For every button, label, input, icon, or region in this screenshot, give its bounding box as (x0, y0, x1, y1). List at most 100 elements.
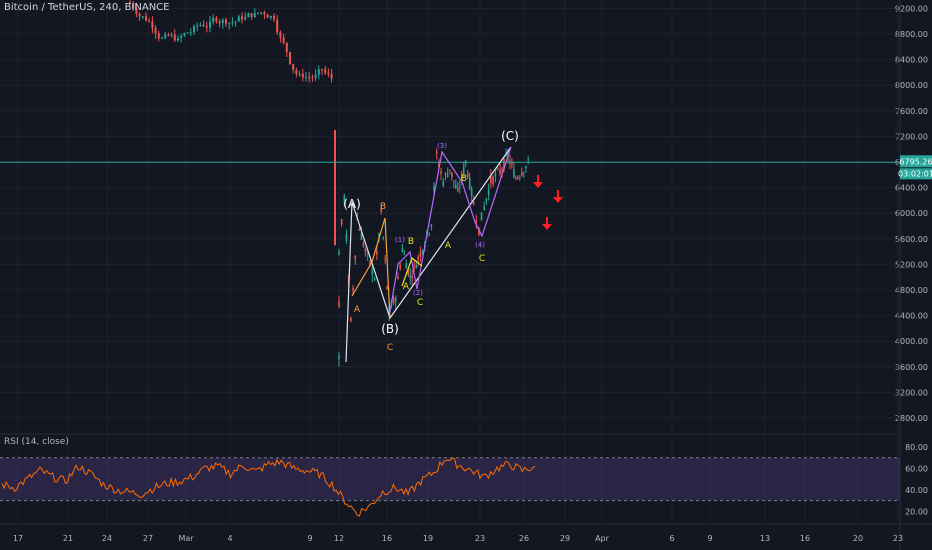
candle-body (475, 220, 478, 223)
rsi-line (1, 457, 536, 517)
candle-body (386, 286, 388, 289)
candle-body (397, 276, 399, 280)
candle-body (253, 13, 256, 18)
candle-body (446, 173, 449, 178)
rsi-tick-label: 80.00 (905, 443, 928, 452)
time-tick-label: 29 (560, 534, 570, 543)
wave-yellow-line (401, 257, 423, 287)
candle-body (282, 37, 285, 43)
candle-body (358, 228, 361, 231)
candle-body (279, 32, 282, 38)
candle-body (376, 251, 378, 255)
candle-body (360, 232, 363, 240)
last-price-text: 6795.26 (899, 157, 932, 166)
candle-body (317, 69, 320, 75)
candle-body (527, 158, 529, 161)
candle-body (177, 38, 179, 41)
time-tick-label: 26 (519, 534, 529, 543)
candle-body (413, 263, 416, 265)
candle-body (324, 69, 327, 73)
candle-body (364, 248, 367, 252)
wave-label: (3) (437, 142, 447, 150)
candle-body (460, 173, 463, 179)
price-tick-label: 8000.00 (895, 81, 928, 90)
candle-body (257, 12, 259, 14)
candle-body (430, 224, 433, 228)
candle-body (487, 188, 490, 196)
candle-body (338, 355, 340, 360)
price-tick-label: 8800.00 (895, 30, 928, 39)
price-tick-label: 7200.00 (895, 132, 928, 141)
candle-body (405, 262, 408, 269)
rsi-band (0, 457, 900, 501)
candle-body (485, 198, 488, 202)
candle-body (221, 19, 224, 24)
price-tick-label: 3200.00 (895, 388, 928, 397)
candle-body (218, 21, 221, 24)
candle-body (308, 77, 311, 79)
candle-body (457, 188, 459, 191)
candle-body (234, 21, 237, 23)
candle-body (378, 233, 380, 238)
last-price-badge (900, 155, 932, 168)
candle-body (151, 21, 154, 28)
price-tick-label: 8400.00 (895, 56, 928, 65)
candle-body (237, 16, 240, 22)
candle-body (362, 243, 365, 247)
candle-body (472, 202, 475, 205)
candle-body (496, 168, 499, 170)
candle-body (338, 300, 340, 307)
candle-body (490, 176, 492, 184)
candle-body (519, 177, 521, 179)
candle-body (451, 172, 453, 177)
price-tick-label: 6000.00 (895, 209, 928, 218)
candle-body (384, 259, 386, 261)
candle-body (129, 2, 131, 4)
candle-body (428, 233, 430, 235)
candle-body (453, 180, 455, 182)
time-tick-label: 24 (102, 534, 112, 543)
candle-body (338, 251, 340, 256)
candle-body (260, 12, 263, 14)
candle-body (419, 251, 422, 257)
time-tick-label: 16 (800, 534, 810, 543)
time-tick-label: 12 (334, 534, 344, 543)
candle-body (521, 172, 523, 176)
time-tick-label: 13 (760, 534, 770, 543)
candle-body (292, 63, 295, 70)
wave-label: B (380, 202, 386, 212)
wave-label: C (417, 298, 423, 308)
price-tick-label: 9200.00 (895, 4, 928, 13)
candle-body (380, 207, 383, 212)
candle-body (132, 3, 135, 8)
candle-body (276, 19, 279, 33)
candle-body (523, 172, 525, 174)
candle-body (417, 256, 419, 260)
candle-body (170, 34, 173, 36)
candle-body (501, 168, 503, 171)
price-tick-label: 7600.00 (895, 107, 928, 116)
candle-body (492, 176, 494, 185)
time-tick-label: 9 (707, 534, 712, 543)
wave-label: (B) (381, 322, 399, 336)
time-tick-label: 21 (63, 534, 73, 543)
price-tick-label: 6400.00 (895, 184, 928, 193)
candle-body (289, 51, 291, 64)
candle-body (228, 23, 231, 25)
candle-body (401, 248, 404, 252)
candle-body (231, 22, 234, 24)
candle-body (173, 34, 176, 41)
time-tick-label: 16 (382, 534, 392, 543)
candle-body (373, 278, 376, 280)
candle-body (371, 268, 374, 276)
candle-body (183, 33, 186, 36)
candle-body (244, 17, 247, 20)
candle-body (196, 25, 199, 27)
candle-body (269, 15, 272, 18)
wave-label: (4) (475, 241, 485, 249)
candle-body (483, 206, 485, 210)
candle-body (311, 77, 314, 79)
candle-body (392, 297, 395, 304)
candle-body (480, 212, 483, 221)
